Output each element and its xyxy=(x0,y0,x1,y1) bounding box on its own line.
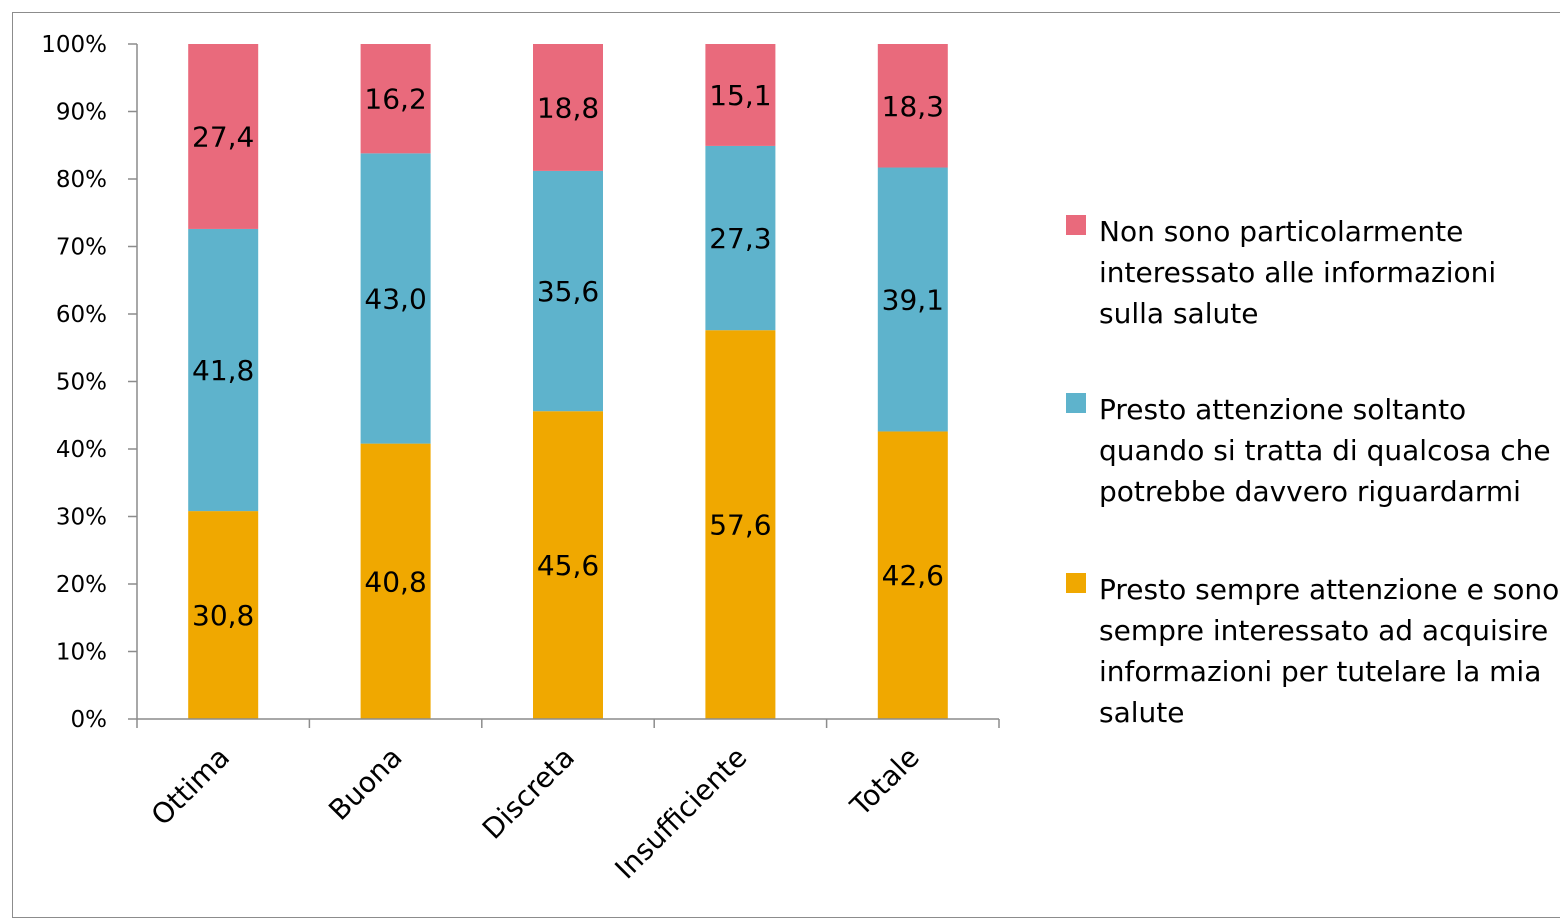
x-tick-label-insufficiente: Insufficiente xyxy=(609,741,754,886)
chart-frame: 0% 10% 20% 30% 40% 50% 60% 70% 80% 90% 100% Ottima B… xyxy=(12,12,1560,918)
legend-swatch-attention-when-relevant xyxy=(1066,393,1086,413)
bar-attention-when-relevant-ottima xyxy=(188,228,259,512)
data-label-always-attentive-totale: 42,6 xyxy=(882,559,944,592)
y-tick-label: 20% xyxy=(56,572,107,598)
x-tick-label-totale: Totale xyxy=(843,741,925,823)
x-tick-label-ottima: Ottima xyxy=(145,741,236,832)
legend-swatch-always-attentive xyxy=(1066,573,1086,593)
data-label-attention-when-relevant-insufficiente: 27,3 xyxy=(709,222,771,255)
data-label-always-attentive-buona: 40,8 xyxy=(364,565,426,598)
y-tick-label: 30% xyxy=(56,505,107,531)
bar-always-attentive-buona xyxy=(360,443,431,719)
data-label-attention-when-relevant-ottima: 41,8 xyxy=(192,354,254,387)
data-label-always-attentive-ottima: 30,8 xyxy=(192,599,254,632)
bar-not-interested-discreta xyxy=(533,44,603,171)
bar-always-attentive-ottima xyxy=(188,511,259,719)
stacked-bar-chart: 0% 10% 20% 30% 40% 50% 60% 70% 80% 90% 100% Ottima B… xyxy=(41,32,1000,886)
data-label-attention-when-relevant-totale: 39,1 xyxy=(882,283,944,316)
bar-attention-when-relevant-buona xyxy=(360,153,431,444)
data-label-not-interested-discreta: 18,8 xyxy=(537,91,599,124)
bars-layer xyxy=(188,44,948,719)
y-tick-label: 40% xyxy=(56,437,107,463)
data-label-attention-when-relevant-buona: 43,0 xyxy=(364,282,426,315)
x-tick-label-discreta: Discreta xyxy=(476,741,581,846)
data-label-not-interested-insufficiente: 15,1 xyxy=(709,79,771,112)
bar-attention-when-relevant-insufficiente xyxy=(705,145,776,331)
data-labels-layer: 30,8 41,8 27,4 40,8 43,0 16,2 45,6 35,6 18,8 57,6… xyxy=(192,79,944,632)
y-tick-label: 10% xyxy=(56,640,107,666)
data-label-not-interested-totale: 18,3 xyxy=(882,90,944,123)
bar-always-attentive-insufficiente xyxy=(705,330,776,719)
data-label-always-attentive-insufficiente: 57,6 xyxy=(709,509,771,542)
bar-attention-when-relevant-totale xyxy=(877,167,948,432)
bar-always-attentive-discreta xyxy=(533,411,603,719)
y-tick-label: 90% xyxy=(56,100,107,126)
legend-label-always-attentive: Presto sempre attenzione e sono sempre i… xyxy=(1099,573,1560,729)
data-label-not-interested-ottima: 27,4 xyxy=(192,120,254,153)
y-tick-label: 100% xyxy=(41,32,107,58)
legend-swatch-not-interested xyxy=(1066,215,1086,235)
data-label-always-attentive-discreta: 45,6 xyxy=(537,549,599,582)
bar-not-interested-buona xyxy=(360,44,431,154)
bar-always-attentive-totale xyxy=(877,431,948,719)
y-tick-label: 60% xyxy=(56,302,107,328)
y-tick-label: 50% xyxy=(56,370,107,396)
y-tick-label: 0% xyxy=(71,707,108,733)
bar-not-interested-insufficiente xyxy=(705,44,776,146)
data-label-not-interested-buona: 16,2 xyxy=(364,83,426,116)
x-tick-label-buona: Buona xyxy=(322,741,408,827)
bar-attention-when-relevant-discreta xyxy=(533,170,603,412)
axes-layer: 0% 10% 20% 30% 40% 50% 60% 70% 80% 90% 100% Ottima B… xyxy=(41,32,1000,886)
legend-label-attention-when-relevant: Presto attenzione soltanto quando si tra… xyxy=(1099,393,1551,508)
bar-not-interested-totale xyxy=(877,44,948,168)
y-tick-label: 80% xyxy=(56,167,107,193)
bar-not-interested-ottima xyxy=(188,44,259,229)
y-tick-label: 70% xyxy=(56,235,107,261)
legend-label-not-interested: Non sono particolarmente interessato all… xyxy=(1099,215,1497,330)
data-label-attention-when-relevant-discreta: 35,6 xyxy=(537,275,599,308)
